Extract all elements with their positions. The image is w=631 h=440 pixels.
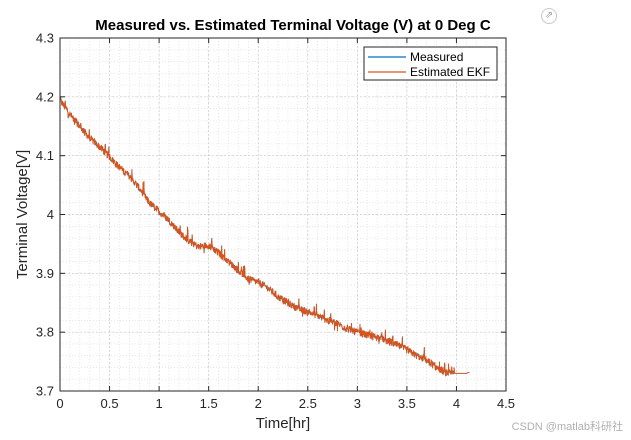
series-line-measured	[59, 96, 470, 377]
x-tick-label: 3	[354, 396, 361, 411]
x-tick-label: 4.5	[497, 396, 515, 411]
y-tick-label: 4.2	[36, 89, 54, 104]
x-tick-label: 0	[56, 396, 63, 411]
tick-marks	[59, 37, 507, 392]
x-tick-label: 1	[155, 396, 162, 411]
x-tick-label: 0.5	[101, 396, 119, 411]
y-tick-label: 4	[47, 207, 54, 222]
legend-box	[363, 46, 498, 81]
y-tick-labels: 3.7 3.8 3.9 4 4.1 4.2 4.3	[36, 31, 54, 399]
export-arrow-icon[interactable]: ⇗	[541, 8, 557, 24]
x-axis-label: Time[hr]	[256, 415, 310, 432]
y-axis-label: Terminal Voltage[V]	[14, 150, 31, 279]
legend-label-measured: Measured	[410, 50, 463, 64]
chart-title: Measured vs. Estimated Terminal Voltage …	[95, 17, 491, 34]
legend-label-estimated-ekf: Estimated EKF	[410, 65, 490, 79]
x-tick-label: 2.5	[299, 396, 317, 411]
x-tick-label: 2	[255, 396, 262, 411]
y-tick-label: 3.7	[36, 384, 54, 399]
watermark: CSDN @matlab科研社	[511, 421, 623, 433]
series-layer	[59, 96, 470, 377]
legend: Measured Estimated EKF	[363, 46, 498, 81]
y-tick-label: 3.9	[36, 266, 54, 281]
y-tick-label: 4.1	[36, 148, 54, 163]
x-tick-labels: 0 0.5 1 1.5 2 2.5 3 3.5 4 4.5	[56, 396, 515, 411]
minor-grid	[59, 37, 507, 392]
y-tick-label: 3.8	[36, 325, 54, 340]
x-tick-label: 4	[453, 396, 460, 411]
series-line-estimated-ekf	[59, 96, 470, 376]
x-tick-label: 3.5	[398, 396, 416, 411]
y-tick-label: 4.3	[36, 31, 54, 46]
x-tick-label: 1.5	[200, 396, 218, 411]
